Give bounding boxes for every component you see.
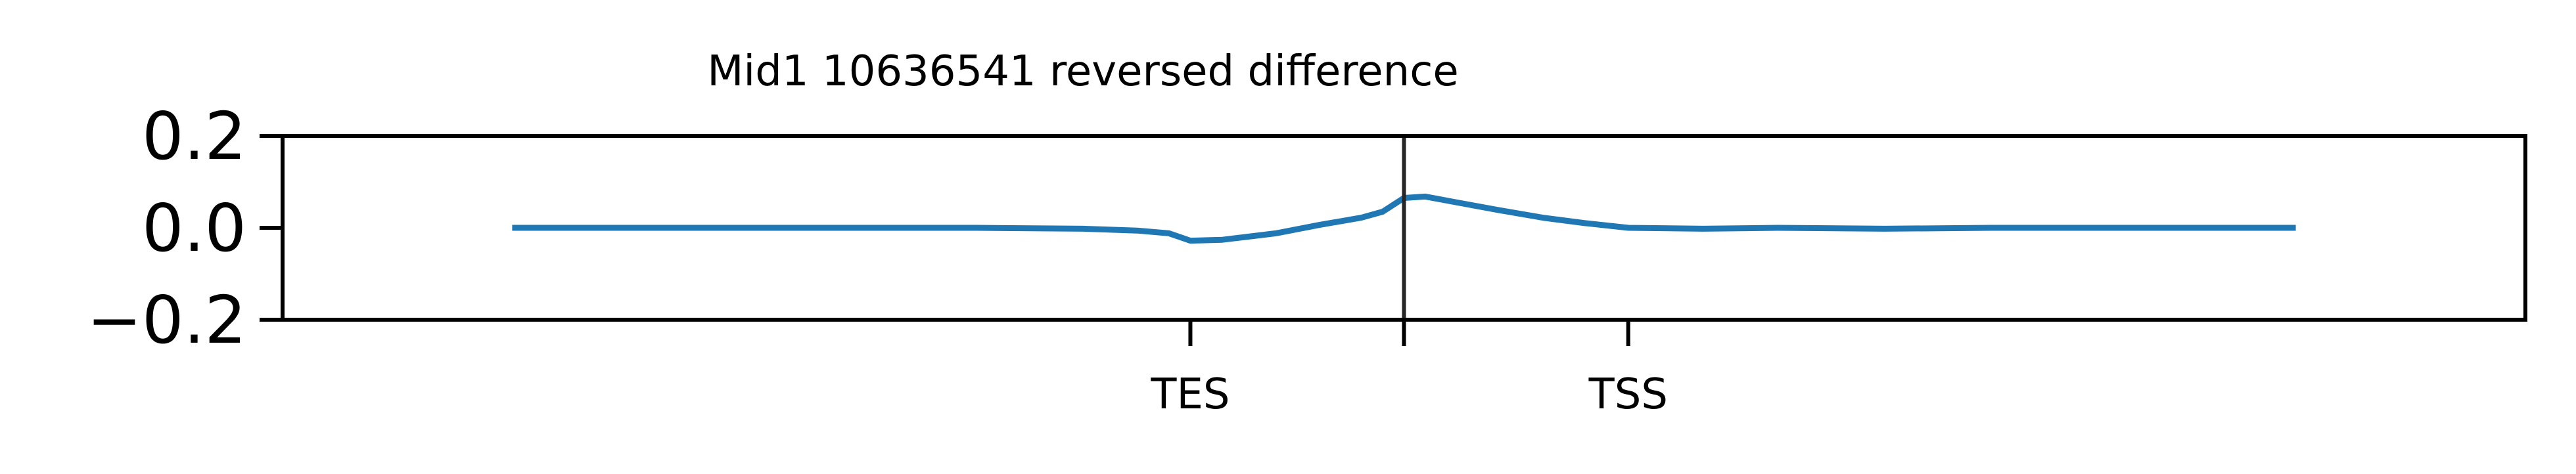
y-tick-label: −0.2 (87, 282, 246, 358)
y-tick-label: 0.0 (142, 190, 246, 267)
plot-area (281, 134, 2527, 346)
x-axis: TES TSS (1150, 320, 1668, 419)
x-tick-label: TSS (1588, 370, 1668, 419)
chart-title: Mid1 10636541 reversed difference (707, 47, 1459, 96)
y-axis: 0.2 0.0 −0.2 (87, 98, 283, 358)
y-tick-label: 0.2 (142, 98, 246, 175)
x-tick-label: TES (1150, 370, 1230, 419)
